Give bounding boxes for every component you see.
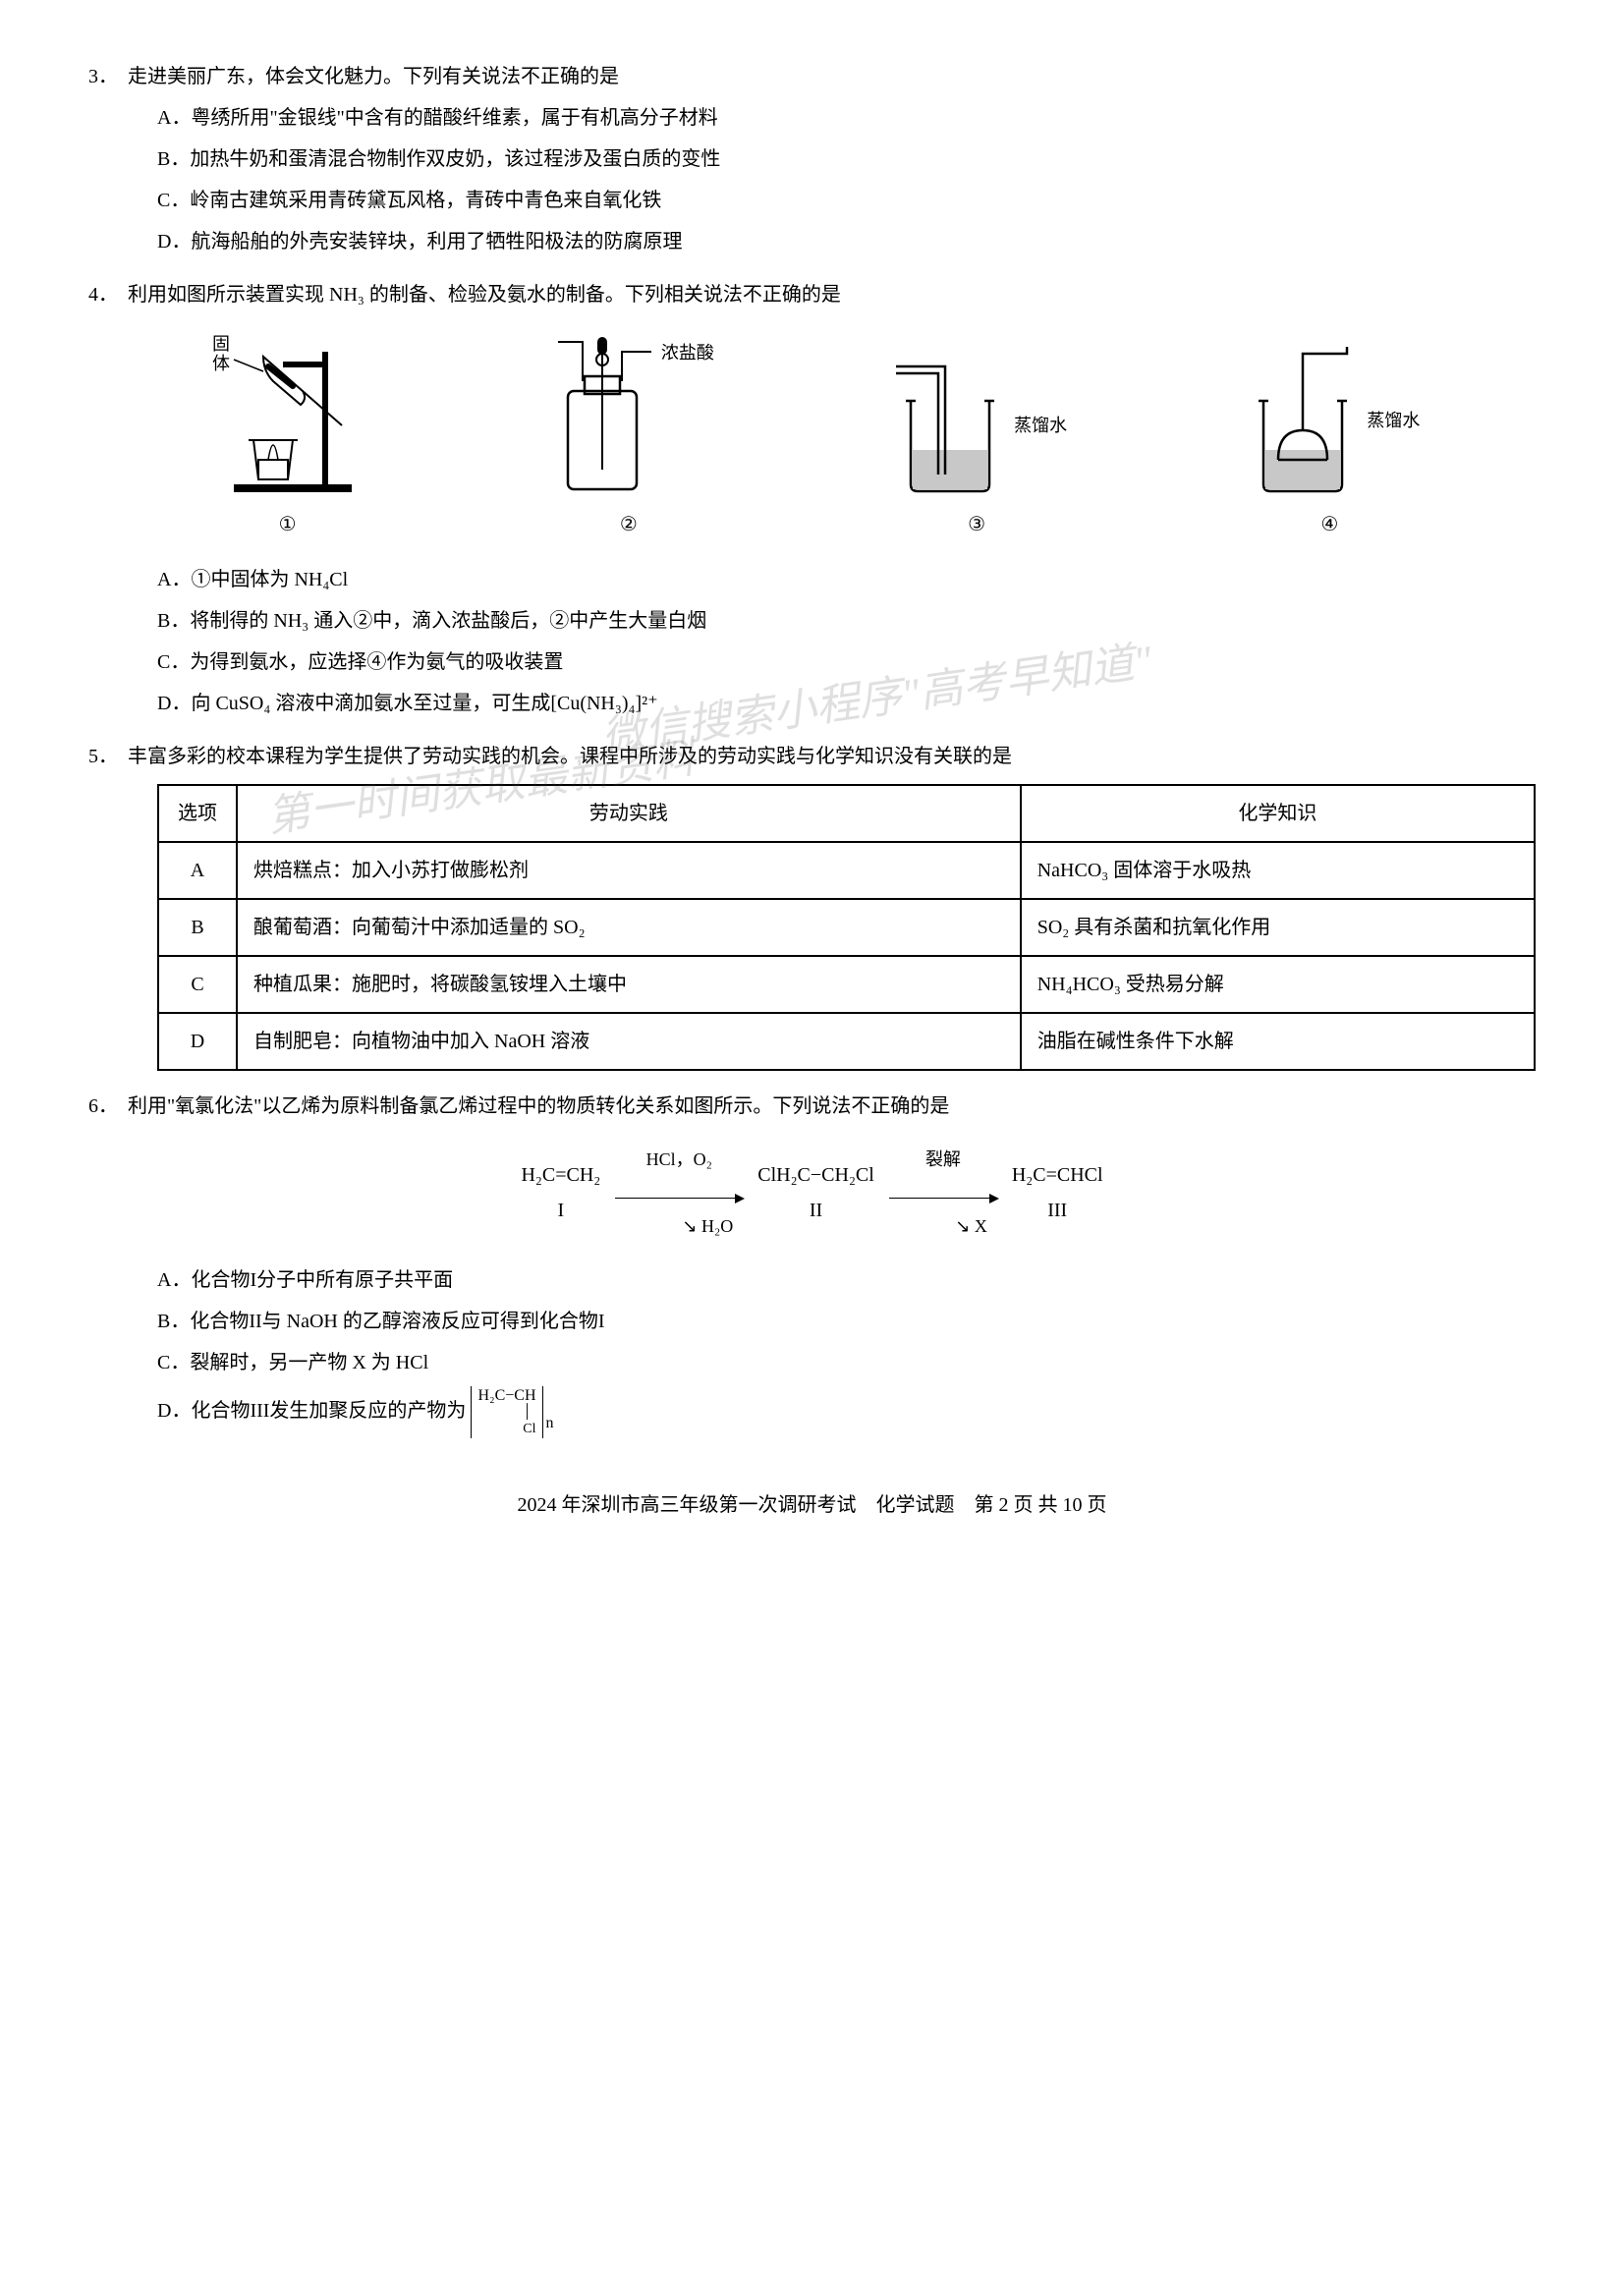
cell-opt: B [158, 899, 237, 956]
cell-practice: 酿葡萄酒：向葡萄汁中添加适量的 SO₂ [237, 899, 1021, 956]
cell-opt: C [158, 956, 237, 1013]
water-label-1: 蒸馏水 [1014, 410, 1067, 441]
cond1-bot: H₂O [701, 1216, 733, 1236]
roman-2: II [810, 1200, 822, 1221]
q6-stem: 利用"氧氯化法"以乙烯为原料制备氯乙烯过程中的物质转化关系如图所示。下列说法不正… [128, 1089, 1536, 1124]
cond2-top: 裂解 [889, 1144, 997, 1175]
q4-option-a: A．①中固体为 NH₄Cl [88, 562, 1536, 597]
q4-number: 4． [88, 277, 128, 312]
q3-stem-row: 3． 走进美丽广东，体会文化魅力。下列有关说法不正确的是 [88, 59, 1536, 94]
reactant-3: H₂C=CHCl [1012, 1164, 1103, 1186]
roman-3: III [1047, 1200, 1067, 1221]
heating-apparatus-icon: 固 体 [204, 332, 371, 499]
cell-practice: 自制肥皂：向植物油中加入 NaOH 溶液 [237, 1013, 1021, 1070]
q4-option-b: B．将制得的 NH₃ 通入②中，滴入浓盐酸后，②中产生大量白烟 [88, 603, 1536, 639]
circle-4: ④ [1239, 507, 1420, 542]
q6-option-d: D．化合物III发生加聚反应的产物为 H₂C−CH │ Cl n [88, 1386, 1536, 1438]
apparatus-4: 蒸馏水 ④ [1239, 342, 1420, 542]
roman-1: I [558, 1200, 565, 1221]
poly-n: n [546, 1410, 554, 1438]
q5-stem-row: 5． 丰富多彩的校本课程为学生提供了劳动实践的机会。课程中所涉及的劳动实践与化学… [88, 739, 1536, 774]
q6-option-b: B．化合物II与 NaOH 的乙醇溶液反应可得到化合物I [88, 1304, 1536, 1339]
q3-option-a: A．粤绣所用"金银线"中含有的醋酸纤维素，属于有机高分子材料 [88, 100, 1536, 136]
poly-bot: Cl [477, 1422, 535, 1438]
question-5: 5． 丰富多彩的校本课程为学生提供了劳动实践的机会。课程中所涉及的劳动实践与化学… [88, 739, 1536, 1071]
q6-d-prefix: D．化合物III发生加聚反应的产物为 [157, 1400, 466, 1422]
table-row: D 自制肥皂：向植物油中加入 NaOH 溶液 油脂在碱性条件下水解 [158, 1013, 1535, 1070]
apparatus-1: 固 体 ① [204, 332, 371, 542]
hcl-label: 浓盐酸 [661, 337, 714, 368]
apparatus-2: 浓盐酸 ② [543, 332, 714, 542]
table-row: C 种植瓜果：施肥时，将碳酸氢铵埋入土壤中 NH₄HCO₃ 受热易分解 [158, 956, 1535, 1013]
page-footer: 2024 年深圳市高三年级第一次调研考试 化学试题 第 2 页 共 10 页 [88, 1487, 1536, 1523]
circle-3: ③ [886, 507, 1067, 542]
reactant-1: H₂C=CH₂ [521, 1164, 600, 1186]
cell-practice: 烘焙糕点：加入小苏打做膨松剂 [237, 842, 1021, 899]
poly-top: H₂C−CH [477, 1386, 535, 1405]
q3-option-c: C．岭南古建筑采用青砖黛瓦风格，青砖中青色来自氧化铁 [88, 183, 1536, 218]
reactant-2: ClH₂C−CH₂Cl [757, 1164, 874, 1186]
apparatus-3: 蒸馏水 ③ [886, 352, 1067, 542]
q4-option-d: D．向 CuSO₄ 溶液中滴加氨水至过量，可生成[Cu(NH₃)₄]²⁺ [88, 686, 1536, 721]
q5-stem: 丰富多彩的校本课程为学生提供了劳动实践的机会。课程中所涉及的劳动实践与化学知识没… [128, 739, 1536, 774]
circle-1: ① [204, 507, 371, 542]
polymer-formula: H₂C−CH │ Cl n [471, 1386, 553, 1438]
q5-table: 选项 劳动实践 化学知识 A 烘焙糕点：加入小苏打做膨松剂 NaHCO₃ 固体溶… [157, 784, 1536, 1071]
q6-stem-row: 6． 利用"氧氯化法"以乙烯为原料制备氯乙烯过程中的物质转化关系如图所示。下列说… [88, 1089, 1536, 1124]
q3-number: 3． [88, 59, 128, 94]
q3-option-d: D．航海船舶的外壳安装锌块，利用了牺牲阳极法的防腐原理 [88, 224, 1536, 259]
q6-option-c: C．裂解时，另一产物 X 为 HCl [88, 1345, 1536, 1380]
cond2-bot: X [975, 1216, 987, 1236]
header-knowledge: 化学知识 [1021, 785, 1535, 842]
question-6: 6． 利用"氧氯化法"以乙烯为原料制备氯乙烯过程中的物质转化关系如图所示。下列说… [88, 1089, 1536, 1438]
q6-option-a: A．化合物I分子中所有原子共平面 [88, 1262, 1536, 1298]
cond1-top: HCl，O₂ [615, 1144, 743, 1175]
solid-label: 固 [212, 334, 230, 354]
table-row: A 烘焙糕点：加入小苏打做膨松剂 NaHCO₃ 固体溶于水吸热 [158, 842, 1535, 899]
q5-number: 5． [88, 739, 128, 774]
gas-bottle-icon [543, 332, 661, 499]
question-4: 4． 利用如图所示装置实现 NH₃ 的制备、检验及氨水的制备。下列相关说法不正确… [88, 277, 1536, 721]
beaker-funnel-icon [1239, 342, 1367, 499]
q4-stem: 利用如图所示装置实现 NH₃ 的制备、检验及氨水的制备。下列相关说法不正确的是 [128, 277, 1536, 312]
table-header-row: 选项 劳动实践 化学知识 [158, 785, 1535, 842]
cell-opt: D [158, 1013, 237, 1070]
q6-reaction-scheme: H₂C=CH₂ I HCl，O₂ ↘ H₂O ClH₂C−CH₂Cl II 裂解… [88, 1144, 1536, 1243]
arrow-1: HCl，O₂ ↘ H₂O [615, 1144, 743, 1243]
q6-number: 6． [88, 1089, 128, 1124]
q5-table-wrap: 选项 劳动实践 化学知识 A 烘焙糕点：加入小苏打做膨松剂 NaHCO₃ 固体溶… [88, 784, 1536, 1071]
table-row: B 酿葡萄酒：向葡萄汁中添加适量的 SO₂ SO₂ 具有杀菌和抗氧化作用 [158, 899, 1535, 956]
cell-knowledge: SO₂ 具有杀菌和抗氧化作用 [1021, 899, 1535, 956]
svg-text:体: 体 [212, 354, 230, 373]
q3-option-b: B．加热牛奶和蛋清混合物制作双皮奶，该过程涉及蛋白质的变性 [88, 141, 1536, 177]
header-option: 选项 [158, 785, 237, 842]
q4-diagram-row: 固 体 ① [128, 332, 1496, 542]
question-3: 3． 走进美丽广东，体会文化魅力。下列有关说法不正确的是 A．粤绣所用"金银线"… [88, 59, 1536, 259]
cell-opt: A [158, 842, 237, 899]
cell-knowledge: NaHCO₃ 固体溶于水吸热 [1021, 842, 1535, 899]
arrow-2: 裂解 ↘ X [889, 1144, 997, 1243]
q3-stem: 走进美丽广东，体会文化魅力。下列有关说法不正确的是 [128, 59, 1536, 94]
header-practice: 劳动实践 [237, 785, 1021, 842]
circle-2: ② [543, 507, 714, 542]
beaker-tube-icon [886, 352, 1014, 499]
q4-option-c: C．为得到氨水，应选择④作为氨气的吸收装置 [88, 644, 1536, 680]
cell-knowledge: NH₄HCO₃ 受热易分解 [1021, 956, 1535, 1013]
cell-knowledge: 油脂在碱性条件下水解 [1021, 1013, 1535, 1070]
cell-practice: 种植瓜果：施肥时，将碳酸氢铵埋入土壤中 [237, 956, 1021, 1013]
q4-stem-row: 4． 利用如图所示装置实现 NH₃ 的制备、检验及氨水的制备。下列相关说法不正确… [88, 277, 1536, 312]
water-label-2: 蒸馏水 [1367, 405, 1420, 436]
